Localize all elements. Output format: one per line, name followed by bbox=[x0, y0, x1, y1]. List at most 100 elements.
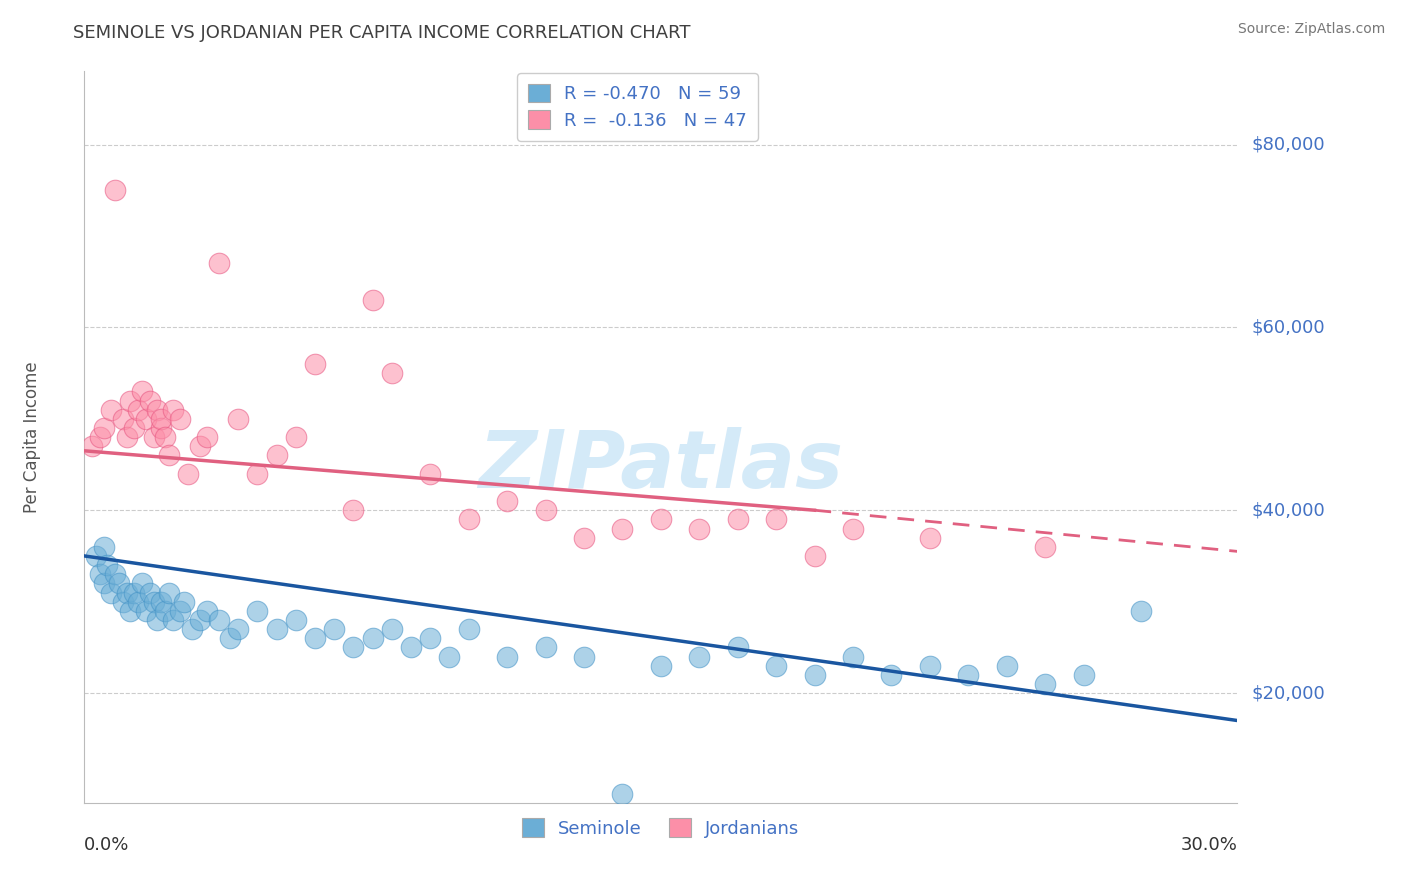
Point bbox=[162, 613, 184, 627]
Point bbox=[100, 585, 122, 599]
Point bbox=[120, 604, 142, 618]
Text: 0.0%: 0.0% bbox=[84, 836, 129, 854]
Point bbox=[284, 613, 307, 627]
Legend: Seminole, Jordanians: Seminole, Jordanians bbox=[512, 807, 810, 848]
Point bbox=[135, 411, 157, 425]
Point bbox=[208, 613, 231, 627]
Point bbox=[918, 531, 941, 545]
Point bbox=[612, 521, 634, 535]
Point bbox=[111, 411, 134, 425]
Point bbox=[457, 512, 479, 526]
Point bbox=[246, 467, 269, 481]
Point bbox=[135, 604, 157, 618]
Point bbox=[381, 622, 404, 636]
Point bbox=[342, 640, 364, 655]
Point bbox=[226, 411, 249, 425]
Point bbox=[381, 366, 404, 380]
Point bbox=[111, 594, 134, 608]
Point bbox=[146, 402, 169, 417]
Point bbox=[157, 585, 180, 599]
Point bbox=[688, 649, 710, 664]
Point bbox=[115, 585, 138, 599]
Text: Source: ZipAtlas.com: Source: ZipAtlas.com bbox=[1237, 22, 1385, 37]
Point bbox=[181, 622, 204, 636]
Point bbox=[124, 421, 146, 435]
Text: Per Capita Income: Per Capita Income bbox=[22, 361, 41, 513]
Point bbox=[361, 632, 384, 646]
Point bbox=[146, 613, 169, 627]
Point bbox=[534, 503, 557, 517]
Point bbox=[803, 549, 825, 563]
Point bbox=[803, 667, 825, 681]
Point bbox=[150, 411, 173, 425]
Point bbox=[727, 512, 749, 526]
Point bbox=[219, 632, 242, 646]
Point bbox=[150, 421, 173, 435]
Point bbox=[842, 649, 865, 664]
Point bbox=[266, 622, 288, 636]
Point bbox=[995, 658, 1018, 673]
Point bbox=[93, 421, 115, 435]
Point bbox=[188, 439, 211, 453]
Point bbox=[93, 576, 115, 591]
Point bbox=[150, 594, 173, 608]
Point bbox=[162, 402, 184, 417]
Text: $20,000: $20,000 bbox=[1251, 684, 1324, 702]
Point bbox=[284, 430, 307, 444]
Point bbox=[323, 622, 346, 636]
Point bbox=[572, 649, 595, 664]
Point bbox=[439, 649, 461, 664]
Point bbox=[650, 658, 672, 673]
Point bbox=[80, 439, 103, 453]
Point bbox=[727, 640, 749, 655]
Point bbox=[127, 402, 149, 417]
Point bbox=[361, 293, 384, 307]
Point bbox=[104, 567, 127, 582]
Point bbox=[419, 467, 441, 481]
Point bbox=[1130, 604, 1153, 618]
Point bbox=[124, 585, 146, 599]
Point bbox=[880, 667, 903, 681]
Text: SEMINOLE VS JORDANIAN PER CAPITA INCOME CORRELATION CHART: SEMINOLE VS JORDANIAN PER CAPITA INCOME … bbox=[73, 24, 690, 42]
Point bbox=[572, 531, 595, 545]
Point bbox=[765, 512, 787, 526]
Point bbox=[195, 604, 218, 618]
Text: $80,000: $80,000 bbox=[1251, 136, 1324, 153]
Point bbox=[208, 256, 231, 270]
Point bbox=[1033, 677, 1056, 691]
Point bbox=[246, 604, 269, 618]
Point bbox=[127, 594, 149, 608]
Point bbox=[918, 658, 941, 673]
Text: $60,000: $60,000 bbox=[1251, 318, 1324, 336]
Point bbox=[169, 411, 191, 425]
Point bbox=[104, 183, 127, 197]
Point bbox=[173, 594, 195, 608]
Point bbox=[108, 576, 131, 591]
Point bbox=[138, 393, 160, 408]
Text: 30.0%: 30.0% bbox=[1181, 836, 1237, 854]
Point bbox=[100, 402, 122, 417]
Point bbox=[188, 613, 211, 627]
Point bbox=[1033, 540, 1056, 554]
Point bbox=[534, 640, 557, 655]
Point bbox=[142, 430, 165, 444]
Point bbox=[399, 640, 422, 655]
Point bbox=[177, 467, 200, 481]
Point bbox=[115, 430, 138, 444]
Point bbox=[688, 521, 710, 535]
Point bbox=[457, 622, 479, 636]
Point bbox=[93, 540, 115, 554]
Point bbox=[1073, 667, 1095, 681]
Point bbox=[342, 503, 364, 517]
Point bbox=[266, 448, 288, 462]
Point bbox=[131, 576, 153, 591]
Point bbox=[131, 384, 153, 399]
Text: $40,000: $40,000 bbox=[1251, 501, 1324, 519]
Point bbox=[419, 632, 441, 646]
Point bbox=[157, 448, 180, 462]
Point bbox=[304, 357, 326, 371]
Point bbox=[842, 521, 865, 535]
Point bbox=[96, 558, 118, 573]
Point bbox=[195, 430, 218, 444]
Point bbox=[612, 787, 634, 801]
